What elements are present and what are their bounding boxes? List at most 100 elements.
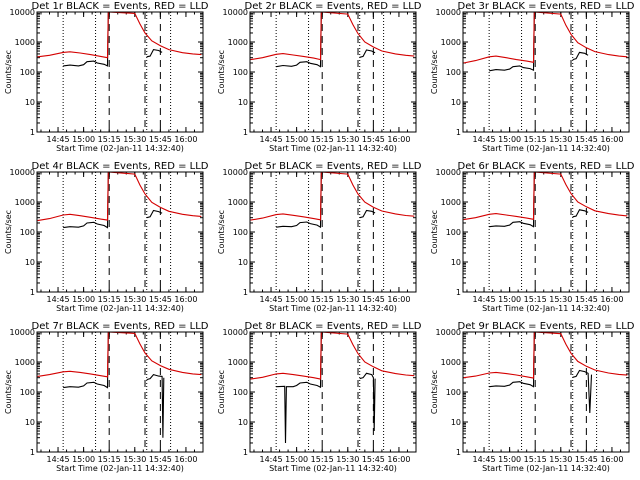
x-tick-label: 15:15 (524, 135, 547, 144)
x-tick-label: 15:00 (285, 295, 308, 304)
y-tick-label: 10 (238, 418, 248, 427)
y-axis-label: Counts/sec (430, 50, 439, 94)
x-tick-label: 15:15 (98, 295, 121, 304)
lld-series-line (37, 172, 202, 222)
events-series-line (63, 332, 165, 438)
plot-frame (462, 11, 630, 133)
chart-title: Det 6r BLACK = Events, RED = LLD (458, 161, 635, 172)
chart-title: Det 4r BLACK = Events, RED = LLD (32, 161, 209, 172)
lld-series-line (463, 172, 628, 221)
y-tick-label: 10 (451, 258, 461, 267)
y-tick-label: 1 (243, 128, 248, 137)
x-tick-label: 15:00 (285, 455, 308, 464)
y-tick-label: 1000 (15, 38, 35, 47)
events-series-line (276, 172, 376, 229)
y-tick-label: 10000 (223, 168, 248, 177)
y-tick-label: 10000 (223, 328, 248, 337)
y-tick-label: 10 (25, 418, 35, 427)
x-tick-label: 15:30 (123, 295, 146, 304)
y-tick-label: 100 (20, 68, 35, 77)
x-tick-label: 15:45 (149, 135, 172, 144)
x-tick-label: 16:00 (600, 135, 623, 144)
y-tick-label: 10000 (223, 8, 248, 17)
chart-panel: Det 4r BLACK = Events, RED = LLD 1 10 100 10… (4, 161, 209, 313)
chart-title: Det 9r BLACK = Events, RED = LLD (458, 321, 635, 332)
y-axis-label: Counts/sec (217, 370, 226, 414)
y-tick-label: 1000 (228, 38, 248, 47)
y-tick-label: 1000 (441, 358, 461, 367)
chart-panel: Det 5r BLACK = Events, RED = LLD 1 10 100 10… (217, 161, 422, 313)
y-tick-label: 10000 (436, 8, 461, 17)
y-tick-label: 1000 (441, 198, 461, 207)
chart-panel: Det 8r BLACK = Events, RED = LLD 1 10 100 10… (217, 321, 422, 473)
events-series-line (63, 172, 163, 229)
y-tick-label: 1000 (15, 358, 35, 367)
x-axis-label: Start Time (02-Jan-11 14:32:40) (56, 464, 184, 473)
y-axis-label: Counts/sec (217, 50, 226, 94)
x-tick-label: 15:15 (524, 295, 547, 304)
y-tick-label: 100 (446, 228, 461, 237)
chart-title: Det 5r BLACK = Events, RED = LLD (245, 161, 422, 172)
y-tick-label: 10000 (436, 328, 461, 337)
x-tick-label: 15:45 (575, 135, 598, 144)
chart-panel: Det 1r BLACK = Events, RED = LLD 1 10 100 10… (4, 1, 209, 153)
x-tick-label: 15:15 (311, 455, 334, 464)
x-axis-label: Start Time (02-Jan-11 14:32:40) (269, 464, 397, 473)
lld-series-line (37, 12, 202, 59)
y-tick-label: 10 (238, 258, 248, 267)
x-tick-label: 15:30 (549, 135, 572, 144)
x-axis-label: Start Time (02-Jan-11 14:32:40) (269, 144, 397, 153)
x-tick-label: 14:45 (260, 295, 283, 304)
x-tick-label: 15:45 (575, 295, 598, 304)
x-axis-label: Start Time (02-Jan-11 14:32:40) (56, 144, 184, 153)
x-tick-label: 14:45 (260, 135, 283, 144)
y-tick-label: 1 (243, 288, 248, 297)
events-series-line (276, 332, 376, 444)
x-tick-label: 14:45 (47, 295, 70, 304)
x-tick-label: 16:00 (174, 295, 197, 304)
x-tick-label: 14:45 (260, 455, 283, 464)
plot-frame (249, 11, 417, 133)
x-tick-label: 14:45 (47, 455, 70, 464)
chart-panel: Det 3r BLACK = Events, RED = LLD 1 10 100 10… (430, 1, 635, 153)
x-tick-label: 15:15 (311, 135, 334, 144)
x-tick-label: 16:00 (600, 455, 623, 464)
plot-frame (462, 331, 630, 453)
y-tick-label: 100 (446, 388, 461, 397)
chart-title: Det 2r BLACK = Events, RED = LLD (245, 1, 422, 12)
y-tick-label: 100 (233, 228, 248, 237)
y-tick-label: 10 (451, 98, 461, 107)
x-tick-label: 16:00 (387, 455, 410, 464)
lld-series-line (250, 12, 415, 61)
x-axis-label: Start Time (02-Jan-11 14:32:40) (482, 144, 610, 153)
x-tick-label: 15:30 (336, 455, 359, 464)
x-tick-label: 16:00 (600, 295, 623, 304)
chart-title: Det 3r BLACK = Events, RED = LLD (458, 1, 635, 12)
y-axis-label: Counts/sec (430, 210, 439, 254)
y-tick-label: 1 (30, 288, 35, 297)
x-tick-label: 15:30 (123, 135, 146, 144)
x-tick-label: 15:00 (498, 135, 521, 144)
y-tick-label: 100 (20, 228, 35, 237)
x-axis-label: Start Time (02-Jan-11 14:32:40) (482, 464, 610, 473)
events-series-line (276, 12, 376, 68)
chart-panel: Det 9r BLACK = Events, RED = LLD 1 10 100 10… (430, 321, 635, 473)
x-tick-label: 16:00 (174, 455, 197, 464)
x-tick-label: 15:15 (311, 295, 334, 304)
y-tick-label: 1000 (228, 198, 248, 207)
plot-frame (249, 171, 417, 293)
y-tick-label: 1000 (15, 198, 35, 207)
x-tick-label: 14:45 (473, 295, 496, 304)
x-axis-label: Start Time (02-Jan-11 14:32:40) (56, 304, 184, 313)
x-axis-label: Start Time (02-Jan-11 14:32:40) (269, 304, 397, 313)
y-tick-label: 100 (233, 68, 248, 77)
x-tick-label: 15:15 (98, 135, 121, 144)
chart-title: Det 1r BLACK = Events, RED = LLD (32, 1, 209, 12)
y-tick-label: 10000 (436, 168, 461, 177)
events-series-line (489, 172, 589, 228)
y-tick-label: 100 (446, 68, 461, 77)
chart-panel: Det 7r BLACK = Events, RED = LLD 1 10 100 10… (4, 321, 209, 473)
lld-series-line (37, 332, 202, 378)
x-tick-label: 15:45 (362, 135, 385, 144)
